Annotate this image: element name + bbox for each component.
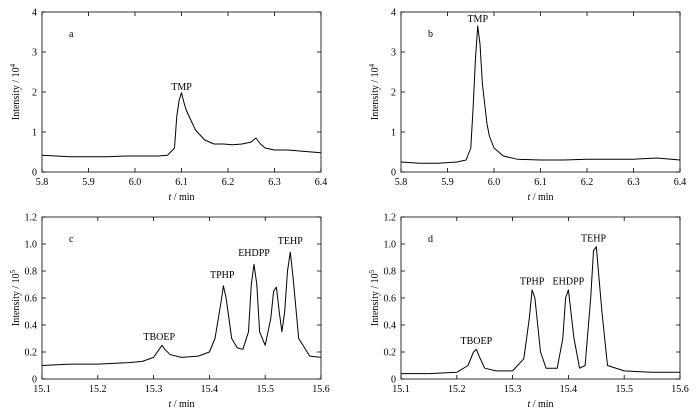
y-axis-label-exponent: 5 — [368, 269, 376, 273]
series-line — [41, 92, 322, 158]
y-tick-label: 0.8 — [384, 267, 397, 278]
x-tick-label: 15.4 — [201, 384, 219, 395]
y-tick-label: 1.0 — [25, 240, 38, 251]
panel-label: c — [69, 234, 74, 245]
y-axis-label-base: Intensity / 10 — [11, 67, 22, 120]
x-tick-label: 6.4 — [674, 177, 687, 188]
y-tick-label: 0.4 — [25, 321, 38, 332]
y-tick-label: 0.2 — [384, 348, 397, 359]
series-line — [41, 251, 322, 366]
x-tick-label: 6.1 — [534, 177, 547, 188]
peak-label: TBOEP — [143, 332, 175, 343]
y-tick-label: 0 — [391, 375, 396, 386]
x-axis-label: t / min — [168, 192, 194, 203]
x-axis-label: t / min — [527, 192, 553, 203]
y-axis-label: Intensity / 104 — [9, 63, 22, 120]
peak-label: TMP — [171, 82, 192, 93]
y-tick-label: 3 — [32, 48, 37, 59]
series-line — [401, 246, 680, 375]
x-tick-label: 15.2 — [448, 384, 466, 395]
y-axis-label-base: Intensity / 10 — [370, 67, 381, 120]
x-tick-label: 5.9 — [82, 177, 95, 188]
y-tick-label: 4 — [32, 8, 37, 19]
x-tick-label: 15.1 — [33, 384, 51, 395]
y-tick-label: 1.0 — [384, 240, 397, 251]
y-axis-label-base: Intensity / 10 — [11, 273, 22, 326]
y-tick-label: 1 — [391, 128, 396, 139]
y-tick-label: 0 — [32, 168, 37, 179]
peak-label: TEHP — [278, 236, 303, 247]
x-axis-label-unit: / min — [171, 192, 194, 203]
x-tick-label: 15.5 — [256, 384, 274, 395]
peak-label: EHDPP — [553, 277, 585, 288]
peak-label: TEHP — [581, 233, 606, 244]
y-tick-label: 3 — [391, 48, 396, 59]
y-tick-label: 2 — [32, 88, 37, 99]
x-tick-label: 15.5 — [615, 384, 633, 395]
y-axis-label-base: Intensity / 10 — [370, 273, 381, 326]
peak-label: TPHP — [520, 277, 545, 288]
y-axis-label-exponent: 4 — [9, 63, 17, 67]
x-tick-label: 15.2 — [89, 384, 107, 395]
x-tick-label: 6.3 — [627, 177, 640, 188]
x-tick-label: 5.9 — [441, 177, 454, 188]
peak-label: TMP — [467, 14, 488, 25]
x-tick-label: 6.3 — [268, 177, 281, 188]
x-tick-label: 6.4 — [315, 177, 328, 188]
y-tick-label: 2 — [391, 88, 396, 99]
y-tick-label: 1 — [32, 128, 37, 139]
y-tick-label: 0 — [391, 168, 396, 179]
chart-panel-b: 5.8 5.9 6.0 6.1 6.2 6.3 6.4 0 1 2 3 4 t / min Intensi… — [368, 8, 686, 204]
x-tick-label: 15.4 — [560, 384, 578, 395]
panel-label: d — [428, 234, 433, 245]
x-tick-label: 15.3 — [504, 384, 522, 395]
x-axis-label-var: t — [527, 192, 530, 203]
chart-panel-a: 5.8 5.9 6.0 6.1 6.2 6.3 6.4 0 1 2 3 4 t / min Intensi… — [9, 8, 327, 204]
x-tick-label: 6.2 — [581, 177, 594, 188]
y-tick-label: 0.4 — [384, 321, 397, 332]
y-axis-label: Intensity / 104 — [368, 63, 381, 120]
x-axis-label: t / min — [527, 399, 553, 410]
panel-label: a — [69, 29, 74, 40]
chart-panel-c: 15.1 15.2 15.3 15.4 15.5 15.6 0 0.2 0.4 0.6 0.8 1.0… — [9, 213, 330, 411]
series-line — [400, 25, 681, 164]
y-tick-label: 0.6 — [384, 294, 397, 305]
y-tick-label: 0.2 — [25, 348, 38, 359]
plot-frame — [400, 11, 681, 173]
peak-label: TPHP — [210, 270, 235, 281]
y-axis-label-exponent: 4 — [368, 63, 376, 67]
x-axis-label-var: t — [527, 399, 530, 410]
y-tick-label: 0 — [32, 375, 37, 386]
x-tick-label: 15.1 — [392, 384, 410, 395]
y-tick-label: 1.2 — [25, 213, 38, 224]
x-axis-label-unit: / min — [530, 192, 553, 203]
x-tick-label: 6.0 — [129, 177, 142, 188]
y-tick-label: 0.6 — [25, 294, 38, 305]
plot-frame — [400, 216, 681, 380]
x-tick-label: 5.8 — [36, 177, 49, 188]
y-axis-label-exponent: 5 — [9, 269, 17, 273]
x-tick-label: 6.1 — [175, 177, 188, 188]
chart-panel-d: 15.1 15.2 15.3 15.4 15.5 15.6 0 0.2 0.4 0.6 0.8 1.0… — [368, 213, 689, 411]
y-axis-label: Intensity / 105 — [9, 269, 22, 326]
x-tick-label: 6.0 — [488, 177, 501, 188]
x-tick-label: 15.3 — [145, 384, 163, 395]
x-axis-label: t / min — [168, 399, 194, 410]
y-tick-label: 4 — [391, 8, 396, 19]
peak-label: TBOEP — [460, 336, 492, 347]
x-tick-label: 5.8 — [395, 177, 408, 188]
x-axis-label-var: t — [168, 399, 171, 410]
x-axis-label-unit: / min — [171, 399, 194, 410]
x-axis-label-unit: / min — [530, 399, 553, 410]
x-axis-label-var: t — [168, 192, 171, 203]
x-tick-label: 15.6 — [671, 384, 689, 395]
panel-label: b — [428, 29, 433, 40]
y-tick-label: 0.8 — [25, 267, 38, 278]
y-tick-label: 1.2 — [384, 213, 397, 224]
y-axis-label: Intensity / 105 — [368, 269, 381, 326]
x-tick-label: 6.2 — [222, 177, 235, 188]
peak-label: EHDPP — [238, 248, 270, 259]
x-tick-label: 15.6 — [312, 384, 330, 395]
